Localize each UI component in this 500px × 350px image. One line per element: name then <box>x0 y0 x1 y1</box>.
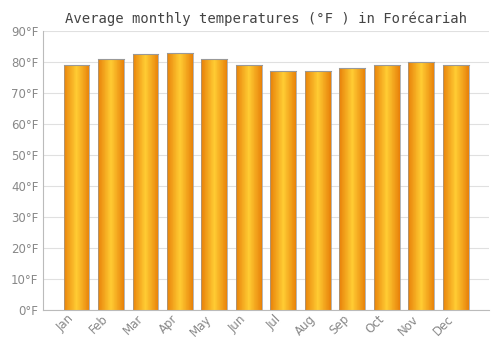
Title: Average monthly temperatures (°F ) in Forécariah: Average monthly temperatures (°F ) in Fo… <box>65 11 467 26</box>
